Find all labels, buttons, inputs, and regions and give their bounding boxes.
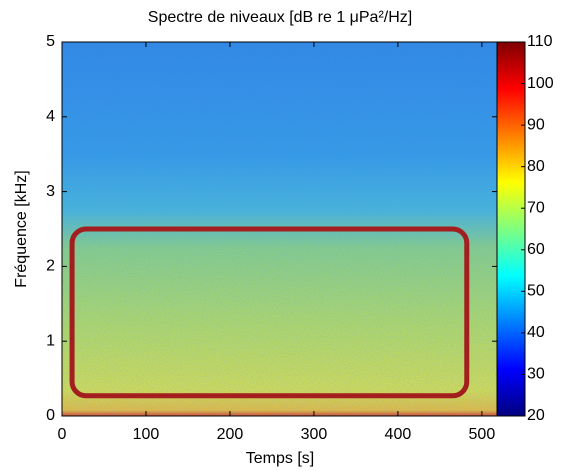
y-axis-label: Fréquence [kHz] (13, 170, 30, 287)
colorbar-tick-label: 20 (527, 407, 545, 424)
y-tick-label: 2 (46, 258, 55, 275)
y-tick-label: 5 (46, 33, 55, 50)
x-axis-label: Temps [s] (246, 450, 314, 467)
y-tick-label: 3 (46, 183, 55, 200)
chart-title: Spectre de niveaux [dB re 1 μPa²/Hz] (148, 9, 412, 26)
x-tick-label: 300 (301, 426, 328, 443)
colorbar-tick-label: 70 (527, 199, 545, 216)
colorbar-tick-label: 60 (527, 241, 545, 258)
highlight-box (69, 226, 470, 399)
y-tick-label: 0 (46, 407, 55, 424)
colorbar-tick-label: 30 (527, 366, 545, 383)
y-tick-label: 1 (46, 332, 55, 349)
x-tick-label: 100 (133, 426, 160, 443)
x-tick-label: 200 (217, 426, 244, 443)
colorbar-tick-label: 40 (527, 324, 545, 341)
colorbar-tick-label: 50 (527, 283, 545, 300)
colorbar (496, 41, 526, 417)
colorbar-tick-label: 90 (527, 116, 545, 133)
plot-frame (61, 41, 498, 417)
y-tick-label: 4 (46, 108, 55, 125)
colorbar-tick-label: 110 (527, 33, 553, 50)
colorbar-tick-label: 100 (527, 75, 554, 92)
x-tick-label: 500 (469, 426, 496, 443)
x-tick-label: 400 (385, 426, 412, 443)
colorbar-tick-label: 80 (527, 158, 545, 175)
x-tick-label: 0 (58, 426, 67, 443)
